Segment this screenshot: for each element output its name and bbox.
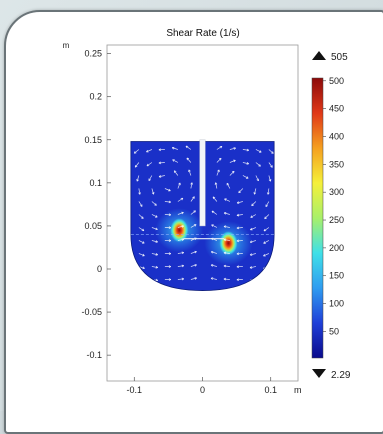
y-tick-label: 0.2 [89,92,102,102]
colorbar-max-label: 505 [331,52,348,63]
colorbar-tick-label: 50 [329,326,339,336]
colorbar-tick-label: 300 [329,187,344,197]
colorbar-min-label: 2.29 [331,370,351,381]
colorbar [312,78,323,358]
y-axis: 0.25 0.2 0.15 0.1 0.05 0 -0.05 -0.1 [81,49,111,361]
y-tick-label: -0.1 [86,350,102,360]
colorbar-ticks: 500 450 400 350 300 250 200 150 100 50 [323,76,344,337]
y-tick-label: -0.05 [81,307,102,317]
colorbar-tick-label: 450 [329,104,344,114]
impeller-shaft [200,140,205,226]
colorbar-tick-label: 150 [329,271,344,281]
y-tick-label: 0.25 [84,49,102,59]
shear-rate-plot: Shear Rate (1/s) m m 0.250.20.150.10.050… [0,0,383,411]
y-tick-label: 0.05 [84,221,102,231]
colorbar-tick-label: 350 [329,159,344,169]
x-tick-label: -0.1 [127,385,143,395]
max-triangle-icon [312,51,326,60]
colorbar-tick-label: 100 [329,299,344,309]
colorbar-tick-label: 250 [329,215,344,225]
x-unit-label: m [294,385,302,395]
x-tick-label: 0.1 [264,385,277,395]
colorbar-tick-label: 200 [329,243,344,253]
y-tick-label: 0.1 [89,178,102,188]
min-triangle-icon [312,369,326,378]
y-tick-label: 0 [97,264,102,274]
chart-title: Shear Rate (1/s) [166,28,239,39]
y-unit-label: m [63,41,70,50]
colorbar-tick-label: 400 [329,131,344,141]
colorbar-tick-label: 500 [329,76,344,86]
y-tick-label: 0.15 [84,135,102,145]
x-tick-label: 0 [200,385,205,395]
